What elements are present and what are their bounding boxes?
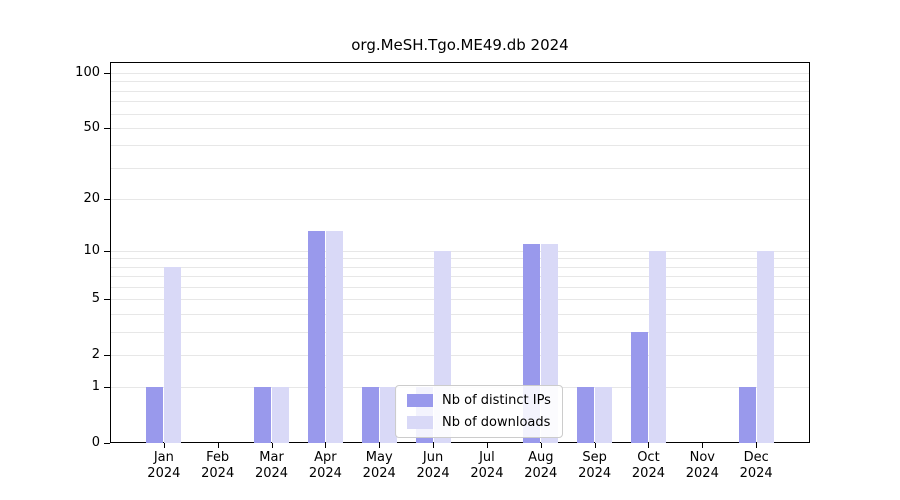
x-tick-year: 2024 bbox=[739, 466, 773, 481]
x-tick-month: Jul bbox=[479, 450, 495, 465]
bar-distinct-ips-oct bbox=[630, 331, 648, 443]
bar-downloads-jan bbox=[164, 266, 182, 443]
x-tick-mark bbox=[702, 443, 704, 448]
bar-distinct-ips-sep bbox=[577, 387, 595, 443]
x-tick-month: Jun bbox=[422, 450, 444, 465]
x-tick-month: Dec bbox=[743, 450, 769, 465]
x-tick-mark bbox=[433, 443, 435, 448]
x-tick-month: Nov bbox=[689, 450, 715, 465]
bar-downloads-apr bbox=[325, 231, 343, 443]
x-tick-mark bbox=[163, 443, 165, 448]
x-tick-month: Sep bbox=[582, 450, 607, 465]
legend-item-distinct-ips: Nb of distinct IPs bbox=[407, 393, 551, 408]
x-tick-mark bbox=[486, 443, 488, 448]
legend-swatch-downloads bbox=[407, 416, 433, 429]
x-tick-month: Feb bbox=[206, 450, 230, 465]
x-tick-label-oct: Oct 2024 bbox=[618, 450, 678, 482]
x-tick-label-feb: Feb 2024 bbox=[188, 450, 248, 482]
x-tick-label-may: May 2024 bbox=[349, 450, 409, 482]
bar-downloads-may bbox=[379, 387, 397, 443]
bar-downloads-mar bbox=[272, 387, 290, 443]
bar-distinct-ips-may bbox=[361, 387, 379, 443]
y-tick-label: 5 bbox=[91, 291, 100, 307]
x-tick-month: Mar bbox=[259, 450, 284, 465]
bar-downloads-dec bbox=[756, 250, 774, 443]
bar-distinct-ips-jan bbox=[146, 387, 164, 443]
y-tick-label: 10 bbox=[83, 242, 100, 258]
y-tick-label: 0 bbox=[91, 435, 100, 450]
x-tick-year: 2024 bbox=[201, 466, 235, 481]
legend-item-downloads: Nb of downloads bbox=[407, 415, 551, 430]
x-tick-year: 2024 bbox=[254, 466, 289, 481]
x-tick-year: 2024 bbox=[470, 466, 504, 481]
gridlines-group bbox=[110, 73, 810, 388]
x-tick-month: May bbox=[365, 450, 393, 465]
bar-downloads-oct bbox=[648, 250, 666, 443]
x-tick-year: 2024 bbox=[578, 466, 612, 481]
y-tick-label: 1 bbox=[91, 379, 100, 395]
x-tick-mark bbox=[594, 443, 596, 448]
x-tick-year: 2024 bbox=[631, 466, 665, 481]
x-tick-year: 2024 bbox=[362, 466, 396, 481]
x-tick-year: 2024 bbox=[416, 466, 450, 481]
bar-distinct-ips-dec bbox=[738, 387, 756, 443]
y-tick-label: 50 bbox=[83, 119, 100, 135]
y-tick-label: 20 bbox=[83, 190, 100, 206]
x-tick-year: 2024 bbox=[685, 466, 719, 481]
x-tick-mark bbox=[648, 443, 650, 448]
legend-label-distinct-ips: Nb of distinct IPs bbox=[442, 393, 551, 408]
x-tick-label-dec: Dec 2024 bbox=[726, 450, 786, 482]
bar-distinct-ips-apr bbox=[307, 231, 325, 443]
x-tick-label-jan: Jan 2024 bbox=[134, 450, 194, 482]
bar-distinct-ips-mar bbox=[254, 387, 272, 443]
x-tick-month: Jan bbox=[153, 450, 174, 465]
x-tick-mark bbox=[271, 443, 273, 448]
plot-area: Nb of distinct IPs Nb of downloads bbox=[110, 62, 810, 443]
legend: Nb of distinct IPs Nb of downloads bbox=[395, 385, 563, 438]
chart-title: org.MeSH.Tgo.ME49.db 2024 bbox=[351, 36, 569, 54]
legend-swatch-distinct-ips bbox=[407, 394, 433, 407]
x-tick-label-nov: Nov 2024 bbox=[672, 450, 732, 482]
x-tick-mark bbox=[379, 443, 381, 448]
bar-downloads-sep bbox=[595, 387, 613, 443]
legend-label-downloads: Nb of downloads bbox=[442, 415, 551, 430]
x-tick-label-jun: Jun 2024 bbox=[403, 450, 463, 482]
plot-border bbox=[110, 62, 810, 443]
x-tick-year: 2024 bbox=[308, 466, 342, 481]
x-tick-mark bbox=[540, 443, 542, 448]
x-tick-mark bbox=[325, 443, 327, 448]
x-tick-label-aug: Aug 2024 bbox=[511, 450, 571, 482]
x-tick-mark bbox=[756, 443, 758, 448]
x-tick-year: 2024 bbox=[147, 466, 181, 481]
y-tick-mark bbox=[104, 443, 110, 444]
y-tick-label: 100 bbox=[75, 65, 100, 81]
x-tick-label-apr: Apr 2024 bbox=[295, 450, 355, 482]
x-tick-month: Aug bbox=[528, 450, 554, 465]
bars-layer bbox=[110, 62, 810, 443]
x-tick-label-sep: Sep 2024 bbox=[565, 450, 625, 482]
x-tick-year: 2024 bbox=[524, 466, 558, 481]
y-tick-label: 2 bbox=[91, 346, 100, 362]
gridlines-svg bbox=[110, 62, 810, 443]
x-tick-label-jul: Jul 2024 bbox=[457, 450, 517, 482]
x-tick-month: Oct bbox=[637, 450, 660, 465]
x-tick-mark bbox=[217, 443, 219, 448]
x-tick-label-mar: Mar 2024 bbox=[242, 450, 302, 482]
x-tick-month: Apr bbox=[314, 450, 337, 465]
